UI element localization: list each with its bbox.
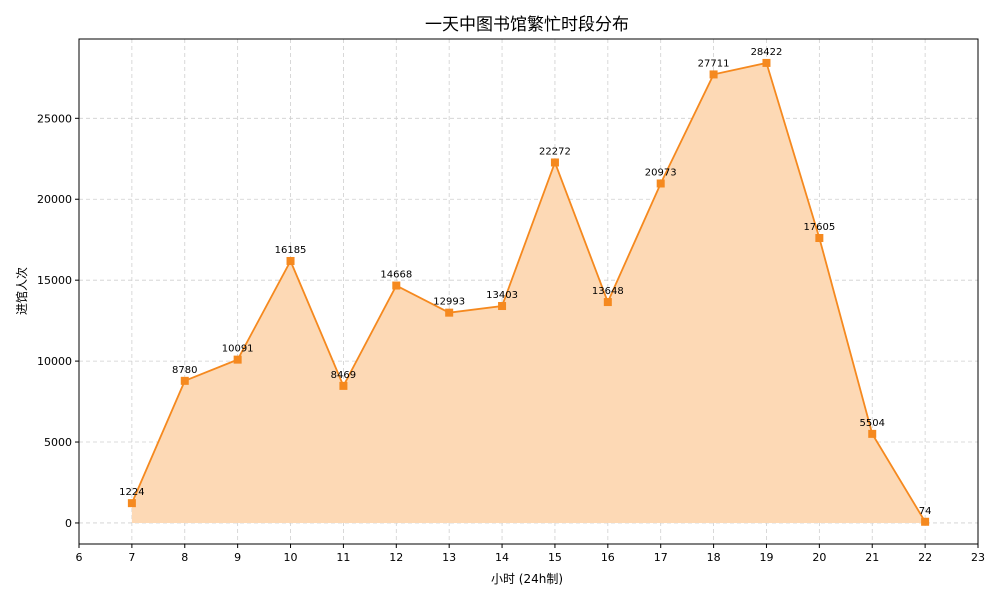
x-tick-label: 23: [971, 551, 985, 564]
data-label: 8469: [331, 370, 356, 381]
x-tick-label: 6: [76, 551, 83, 564]
data-label: 17605: [803, 222, 835, 233]
x-tick-label: 19: [759, 551, 773, 564]
data-label: 28422: [751, 47, 783, 58]
data-label: 22272: [539, 146, 571, 157]
data-point-marker: [868, 429, 877, 438]
y-axis-label: 进馆人次: [14, 267, 29, 315]
x-tick-label: 13: [442, 551, 456, 564]
x-tick-label: 7: [128, 551, 135, 564]
data-point-marker: [180, 376, 189, 385]
data-label: 8780: [172, 365, 197, 376]
y-tick-label: 5000: [44, 436, 72, 449]
y-tick-label: 15000: [37, 274, 72, 287]
data-point-marker: [392, 281, 401, 290]
area-fill: [131, 62, 926, 523]
data-point-marker: [550, 158, 559, 167]
x-tick-label: 22: [918, 551, 932, 564]
series-line-layer: [131, 61, 926, 523]
data-label: 5504: [860, 418, 885, 429]
x-tick-label: 16: [601, 551, 615, 564]
x-tick-label: 14: [495, 551, 509, 564]
series-line: [131, 61, 926, 523]
x-tick-label: 21: [865, 551, 879, 564]
data-point-marker: [233, 355, 242, 364]
data-label: 14668: [380, 270, 412, 281]
area-fill-layer: [131, 62, 926, 523]
data-point-marker: [127, 499, 136, 508]
x-tick-label: 20: [812, 551, 826, 564]
data-point-marker: [656, 179, 665, 188]
x-tick-label: 9: [234, 551, 241, 564]
data-point-marker: [603, 298, 612, 307]
chart-title: 一天中图书馆繁忙时段分布: [425, 15, 629, 35]
x-tick-label: 17: [654, 551, 668, 564]
x-tick-label: 18: [707, 551, 721, 564]
data-label: 74: [919, 506, 932, 517]
x-tick-label: 11: [336, 551, 350, 564]
data-labels-layer: 1224 8780 10091 16185 8469 14668 12993 13403 222…: [119, 47, 931, 517]
data-point-marker: [286, 256, 295, 265]
data-label: 20973: [645, 167, 677, 178]
data-point-marker: [762, 58, 771, 67]
y-tick-label: 20000: [37, 193, 72, 206]
x-axis-label: 小时 (24h制): [491, 572, 563, 586]
data-label: 13403: [486, 290, 518, 301]
data-point-marker: [709, 70, 718, 79]
x-tick-label: 8: [181, 551, 188, 564]
y-tick-label: 10000: [37, 355, 72, 368]
axes: 6 7 8 9 10 11 12 13 14 15 16 17 18 19 20 21 22 23 0 5000 100…: [37, 38, 985, 564]
data-point-marker: [921, 517, 930, 526]
y-tick-label: 0: [65, 517, 72, 530]
x-tick-label: 15: [548, 551, 562, 564]
markers-layer: [127, 58, 930, 526]
data-label: 13648: [592, 286, 624, 297]
data-point-marker: [339, 381, 348, 390]
data-label: 12993: [433, 297, 465, 308]
plot-frame: [78, 38, 979, 545]
data-label: 1224: [119, 487, 144, 498]
data-label: 10091: [222, 344, 254, 355]
x-tick-label: 10: [284, 551, 298, 564]
data-point-marker: [815, 234, 824, 243]
data-label: 27711: [698, 58, 730, 69]
data-point-marker: [445, 308, 454, 317]
y-tick-label: 25000: [37, 112, 72, 125]
x-tick-label: 12: [389, 551, 403, 564]
data-label: 16185: [275, 245, 307, 256]
data-point-marker: [498, 302, 507, 311]
